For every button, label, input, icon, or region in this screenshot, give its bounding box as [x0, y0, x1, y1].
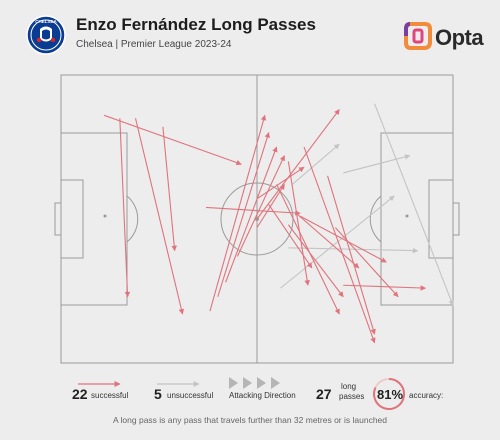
unsuccessful-pass-arrow [343, 154, 411, 174]
footer-note: A long pass is any pass that travels fur… [112, 415, 388, 425]
successful-pass-arrow [299, 215, 387, 263]
right-penalty-spot [405, 214, 409, 218]
unsuccessful-pass-arrow [291, 143, 340, 185]
left-goal [54, 202, 62, 236]
unsuccessful-arrow-icon [157, 381, 200, 387]
total-count: 27 [316, 386, 332, 402]
successful-pass-arrow [276, 184, 340, 315]
successful-pass-arrow [162, 126, 177, 252]
unsuccessful-pass-arrow [288, 247, 419, 254]
successful-pass-arrow [217, 132, 270, 297]
successful-pass-arrow [268, 204, 313, 269]
successful-arrow-icon [78, 381, 121, 387]
opta-brand-text: Opta [435, 25, 484, 50]
successful-label: successful [91, 391, 129, 400]
legend: 22 successful 5 unsuccessful Attacking D… [0, 372, 500, 412]
opta-logo-icon [404, 22, 432, 50]
right-six-yard-box [428, 179, 454, 259]
accuracy-ring-icon [373, 378, 405, 410]
total-label-line2: passes [339, 392, 365, 401]
left-penalty-spot [103, 214, 107, 218]
attacking-direction-label: Attacking Direction [229, 391, 296, 400]
chelsea-crest-icon: CHELSEA [26, 15, 66, 55]
successful-pass-arrow [303, 146, 376, 344]
total-label-line1: long [341, 382, 357, 391]
successful-pass-arrow [103, 114, 242, 166]
chart-title: Enzo Fernández Long Passes [76, 15, 316, 34]
crest-text: CHELSEA [35, 19, 57, 24]
unsuccessful-count: 5 [154, 386, 162, 402]
left-penalty-area [60, 132, 128, 306]
right-penalty-arc [369, 195, 382, 243]
successful-pass-arrow [209, 114, 267, 312]
successful-pass-arrow [334, 227, 399, 298]
successful-pass-arrow [119, 118, 131, 298]
successful-pass-arrow [327, 175, 376, 335]
accuracy-label: accuracy: [409, 391, 444, 400]
accuracy-value: 81% [377, 387, 404, 402]
unsuccessful-label: unsuccessful [167, 391, 214, 400]
successful-pass-arrow [295, 212, 360, 269]
successful-count: 22 [72, 386, 88, 402]
successful-pass-arrow [256, 166, 305, 200]
attacking-direction-icon [229, 377, 280, 389]
successful-pass-arrow [225, 146, 278, 283]
successful-pass-arrow [236, 155, 285, 257]
left-penalty-arc [126, 195, 139, 243]
header: CHELSEA Enzo Fernández Long Passes Chels… [0, 0, 500, 70]
right-goal [452, 202, 460, 236]
pass-arrows [103, 103, 454, 344]
successful-pass-arrow [134, 118, 185, 315]
unsuccessful-pass-arrow [374, 103, 454, 306]
successful-pass-arrow [287, 224, 344, 298]
right-penalty-area [380, 132, 454, 306]
successful-pass-arrow [256, 109, 340, 220]
chart-subtitle: Chelsea | Premier League 2023-24 [76, 39, 232, 50]
left-six-yard-box [60, 179, 84, 259]
successful-pass-arrow [343, 284, 427, 291]
unsuccessful-pass-arrow [280, 195, 395, 289]
successful-pass-arrow [287, 161, 310, 286]
